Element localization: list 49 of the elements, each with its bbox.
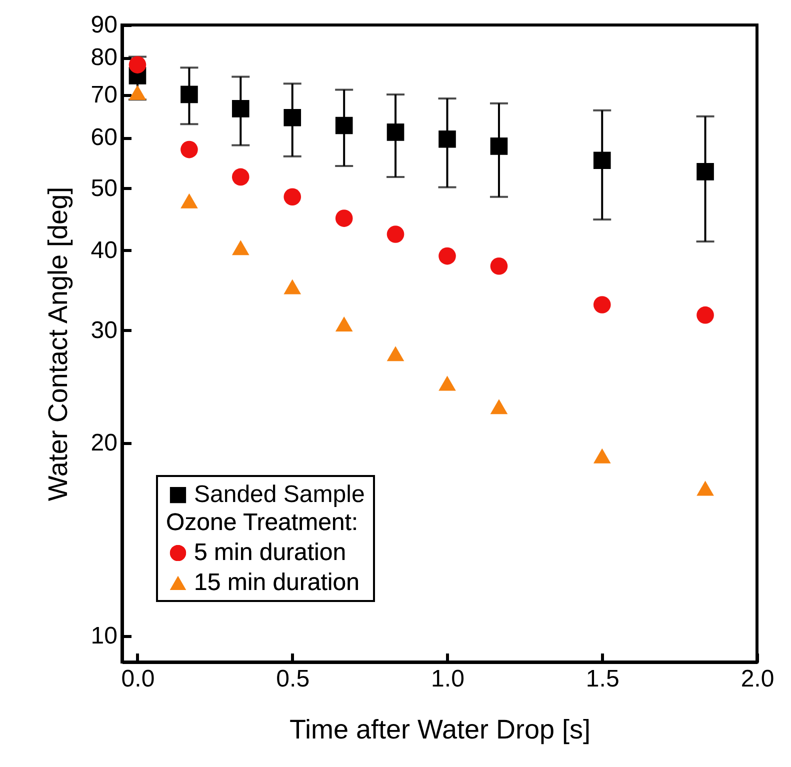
y-tick-label: 20 [90, 430, 118, 457]
point [232, 240, 250, 256]
point [232, 168, 250, 186]
point [386, 346, 404, 362]
point [696, 306, 714, 324]
x-tick-label: 1.0 [431, 666, 464, 692]
x-tick-label: 1.5 [586, 666, 620, 692]
point [438, 247, 456, 265]
point [438, 376, 456, 391]
point [284, 108, 302, 126]
legend-label: Sanded Sample [194, 481, 365, 508]
point [180, 140, 198, 158]
y-tick-label: 40 [90, 236, 118, 264]
y-axis-title: Water Contact Angle [deg] [42, 186, 73, 502]
y-tick-label: 30 [90, 316, 118, 344]
y-tick-label: 90 [90, 12, 118, 38]
point [386, 226, 404, 243]
point [335, 210, 353, 227]
point [490, 138, 508, 155]
point [593, 448, 611, 464]
y-tick-label: 60 [90, 124, 118, 152]
point [386, 124, 404, 141]
point [593, 152, 611, 170]
y-tick-label: 50 [90, 174, 118, 202]
x-tick-label: 2.0 [740, 666, 774, 692]
point [335, 116, 353, 134]
point [284, 279, 302, 294]
x-tick-label: 0.5 [276, 666, 310, 692]
point [593, 296, 611, 314]
point [180, 193, 198, 208]
y-tick-label: 10 [90, 622, 118, 650]
point [490, 258, 508, 275]
y-tick-label: 70 [90, 81, 118, 108]
point [490, 399, 508, 414]
point [128, 56, 146, 74]
point [128, 84, 146, 100]
x-tick-label: 0.0 [121, 666, 155, 692]
legend-label: 5 min duration [194, 539, 346, 566]
legend-label: 15 min duration [194, 569, 360, 596]
point [232, 100, 250, 118]
point [696, 480, 714, 496]
point [438, 130, 456, 148]
legend-title: Ozone Treatment: [166, 509, 358, 536]
point [696, 163, 714, 180]
y-tick-label: 80 [90, 44, 118, 72]
x-axis-title: Time after Water Drop [s] [289, 714, 591, 744]
point [284, 188, 302, 206]
point [335, 316, 353, 332]
point [180, 86, 198, 104]
